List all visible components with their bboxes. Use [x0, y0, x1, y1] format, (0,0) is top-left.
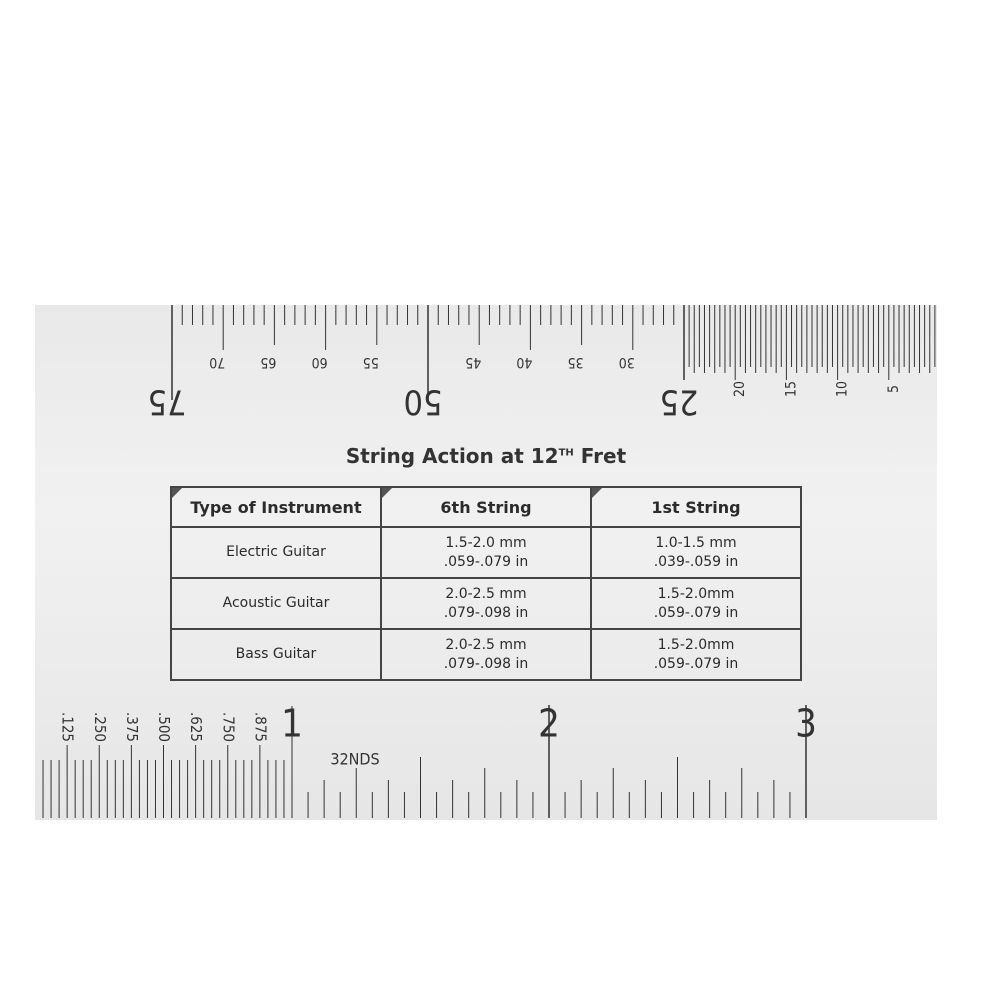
in-value: .059-.079 in: [443, 553, 529, 570]
instrument-cell: Bass Guitar: [170, 628, 382, 681]
mm-value: 2.0-2.5 mm: [445, 585, 527, 602]
mm-value: 1.5-2.0mm: [657, 585, 735, 602]
header-1st-string: 1st String: [590, 486, 802, 528]
title-superscript: TH: [558, 447, 574, 459]
mm-minor-label: 30: [619, 354, 635, 370]
instrument-cell: Acoustic Guitar: [170, 577, 382, 630]
header-6th-string: 6th String: [380, 486, 592, 528]
mm-minor-label: 60: [312, 354, 328, 370]
first-string-cell: 1.0-1.5 mm .039-.059 in: [590, 526, 802, 579]
in-value: .079-.098 in: [443, 655, 529, 672]
string-action-table: Type of Instrument 6th String 1st String…: [170, 486, 802, 681]
table-row: Bass Guitar 2.0-2.5 mm .079-.098 in 1.5-2…: [170, 628, 802, 681]
mm-minor-label: 70: [209, 354, 225, 370]
mm-value: 2.0-2.5 mm: [445, 636, 527, 653]
sixth-string-cell: 2.0-2.5 mm .079-.098 in: [380, 577, 592, 630]
mm-minor-label: 55: [363, 354, 379, 370]
in-value: .059-.079 in: [653, 604, 739, 621]
scale-label: 32NDS: [330, 750, 379, 769]
inch-fraction-label: .875: [251, 712, 269, 742]
inch-fraction-label: .375: [123, 712, 141, 742]
sixth-string-cell: 1.5-2.0 mm .059-.079 in: [380, 526, 592, 579]
title-text: String Action at 12: [345, 444, 559, 468]
title-end: Fret: [580, 444, 627, 468]
inch-fraction-label: .625: [187, 712, 205, 742]
mm-value: 1.5-2.0mm: [657, 636, 735, 653]
sixth-string-cell: 2.0-2.5 mm .079-.098 in: [380, 628, 592, 681]
mm-fine-label: 10: [835, 381, 851, 397]
mm-major-label: 25: [660, 382, 699, 422]
mm-minor-label: 45: [465, 354, 481, 370]
inch-fraction-label: .750: [219, 712, 237, 742]
inch-fraction-label: .125: [59, 712, 77, 742]
inch-label: 3: [795, 702, 817, 746]
mm-minor-label: 35: [568, 354, 584, 370]
in-value: .039-.059 in: [653, 553, 739, 570]
mm-minor-label: 65: [260, 354, 276, 370]
inch-fraction-label: .500: [155, 712, 173, 742]
in-value: .079-.098 in: [443, 604, 529, 621]
table-header-row: Type of Instrument 6th String 1st String: [170, 486, 802, 528]
first-string-cell: 1.5-2.0mm .059-.079 in: [590, 628, 802, 681]
instrument-cell: Electric Guitar: [170, 526, 382, 579]
mm-minor-label: 40: [516, 354, 532, 370]
mm-fine-label: 20: [732, 381, 748, 397]
gauge-title: String Action at 12TH Fret: [170, 444, 802, 468]
mm-major-label: 50: [404, 382, 443, 422]
header-instrument: Type of Instrument: [170, 486, 382, 528]
mm-value: 1.5-2.0 mm: [445, 534, 527, 551]
mm-fine-label: 15: [783, 381, 799, 397]
mm-value: 1.0-1.5 mm: [655, 534, 737, 551]
inch-label: 2: [538, 702, 560, 746]
table-row: Electric Guitar 1.5-2.0 mm .059-.079 in 1…: [170, 526, 802, 579]
table-row: Acoustic Guitar 2.0-2.5 mm .079-.098 in 1…: [170, 577, 802, 630]
mm-fine-label: 5: [886, 385, 902, 393]
first-string-cell: 1.5-2.0mm .059-.079 in: [590, 577, 802, 630]
in-value: .059-.079 in: [653, 655, 739, 672]
mm-major-label: 75: [148, 382, 187, 422]
inch-label: 1: [281, 702, 303, 746]
inch-fraction-label: .250: [91, 712, 109, 742]
